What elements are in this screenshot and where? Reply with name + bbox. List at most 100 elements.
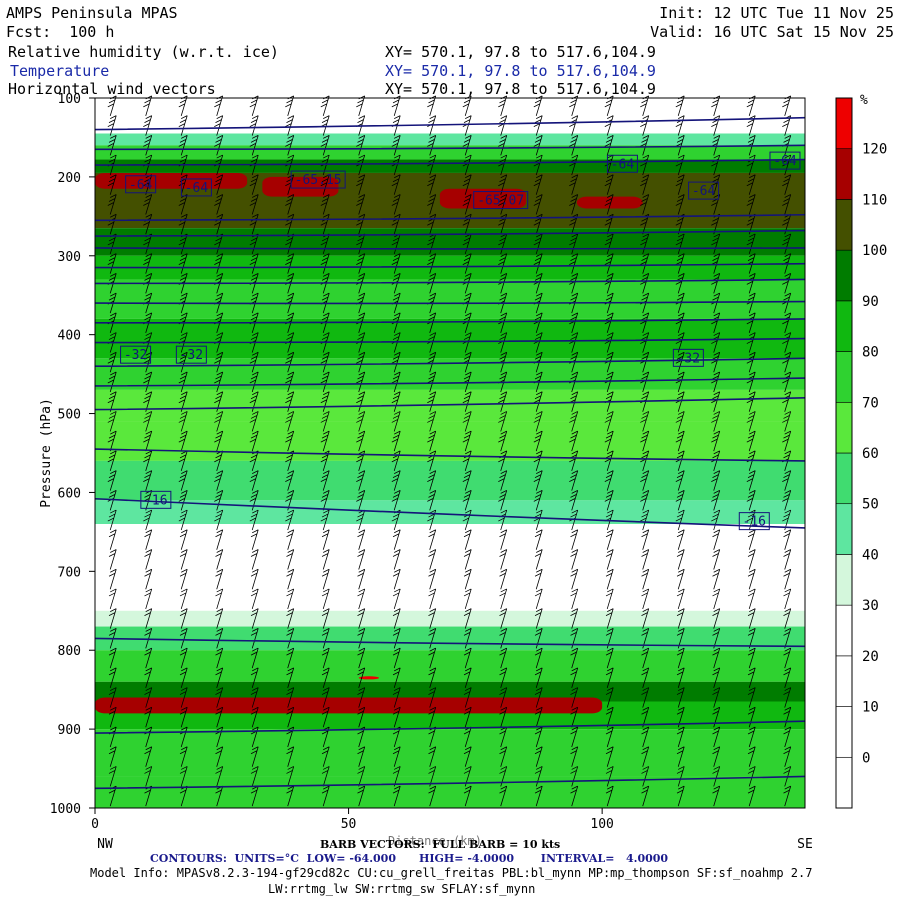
- y-tick-label: 200: [58, 171, 81, 186]
- isotherm: [95, 247, 805, 250]
- wind-barb: [533, 450, 543, 472]
- wind-barb: [249, 371, 259, 393]
- wind-barb: [320, 253, 330, 274]
- wind-barb: [747, 667, 756, 688]
- isotherm: [95, 213, 805, 222]
- wind-barb: [533, 430, 543, 452]
- isotherm: [95, 229, 805, 237]
- rh-maximum: [576, 196, 643, 209]
- wind-barb: [534, 785, 543, 807]
- colorbar-tick-label: 0: [862, 750, 870, 766]
- wind-barb: [463, 746, 472, 767]
- x-tick-label: 100: [590, 817, 613, 832]
- wind-barb: [321, 706, 330, 728]
- wind-barb: [746, 430, 756, 452]
- wind-barb: [179, 529, 188, 550]
- wind-barb: [427, 470, 437, 491]
- wind-barb: [321, 647, 330, 669]
- wind-barb: [286, 549, 295, 570]
- wind-barb: [357, 588, 366, 610]
- wind-barb: [179, 588, 188, 610]
- wind-barb: [428, 628, 437, 649]
- wind-barb: [178, 351, 188, 373]
- wind-barb: [711, 174, 721, 195]
- wind-barb: [711, 371, 721, 393]
- wind-barb: [604, 273, 614, 294]
- wind-barb: [747, 588, 756, 610]
- wind-barb: [108, 529, 117, 550]
- wind-barb: [286, 746, 295, 767]
- contour-label-box: [180, 178, 212, 197]
- wind-barb: [321, 766, 330, 787]
- wind-barb: [640, 174, 650, 195]
- wind-barb: [534, 568, 543, 590]
- wind-barb: [391, 213, 401, 235]
- wind-barb: [782, 273, 792, 294]
- wind-barb: [675, 509, 685, 531]
- wind-barb: [605, 588, 614, 610]
- wind-barb: [746, 115, 756, 136]
- wind-barb: [746, 391, 756, 412]
- contour-label-box: [175, 345, 207, 364]
- wind-barb: [711, 194, 721, 215]
- wind-barb: [249, 95, 259, 117]
- wind-barb: [782, 115, 792, 136]
- colorbar-tick-label: 10: [862, 700, 879, 716]
- wind-barb: [641, 746, 650, 767]
- wind-barb: [604, 194, 614, 215]
- contour-label: -16: [144, 493, 167, 508]
- wind-barb: [391, 391, 401, 412]
- colorbar-tick-label: 20: [862, 649, 879, 665]
- wind-barb: [747, 687, 756, 708]
- wind-barb: [569, 273, 579, 294]
- isotherm: [95, 116, 805, 131]
- wind-barb: [604, 489, 614, 511]
- wind-barb: [605, 726, 614, 748]
- wind-barb: [249, 115, 259, 136]
- wind-barb: [676, 647, 685, 669]
- wind-barb: [569, 213, 579, 235]
- wind-barb: [249, 213, 259, 235]
- wind-barb: [499, 628, 508, 649]
- wind-barb: [498, 450, 508, 472]
- wind-barb: [143, 213, 153, 235]
- wind-barb: [534, 647, 543, 669]
- wind-barb: [144, 766, 153, 787]
- wind-barb: [676, 746, 685, 767]
- colorbar-tick-label: 90: [862, 294, 879, 310]
- wind-barb: [214, 371, 224, 393]
- wind-barb: [356, 154, 366, 176]
- wind-barb: [392, 608, 401, 629]
- field-label-temperature: Temperature: [10, 62, 110, 80]
- wind-barb: [427, 154, 437, 176]
- wind-barb: [179, 706, 188, 728]
- wind-barb: [605, 766, 614, 787]
- wind-barb: [356, 411, 366, 432]
- wind-barb: [108, 687, 117, 708]
- y-tick-label: 100: [58, 92, 81, 107]
- wind-barb: [214, 411, 224, 432]
- wind-barb: [214, 351, 224, 373]
- wind-barb: [143, 411, 153, 432]
- wind-barb: [641, 647, 650, 669]
- wind-barb: [427, 509, 437, 531]
- wind-barb: [498, 470, 508, 491]
- wind-barb: [391, 489, 401, 511]
- wind-barb: [320, 134, 330, 156]
- wind-barb: [498, 115, 508, 136]
- wind-barb: [533, 312, 543, 333]
- wind-barb: [320, 489, 330, 511]
- wind-barb: [320, 174, 330, 195]
- rh-layer: [95, 460, 805, 501]
- wind-barb: [321, 588, 330, 610]
- wind-barb: [286, 588, 295, 610]
- wind-barb: [427, 391, 437, 412]
- wind-barb: [357, 785, 366, 807]
- wind-barb: [463, 706, 472, 728]
- wind-barb: [499, 687, 508, 708]
- contour-label: -32: [180, 348, 203, 363]
- wind-barb: [533, 332, 543, 353]
- wind-barb: [357, 628, 366, 649]
- wind-barb: [249, 253, 259, 274]
